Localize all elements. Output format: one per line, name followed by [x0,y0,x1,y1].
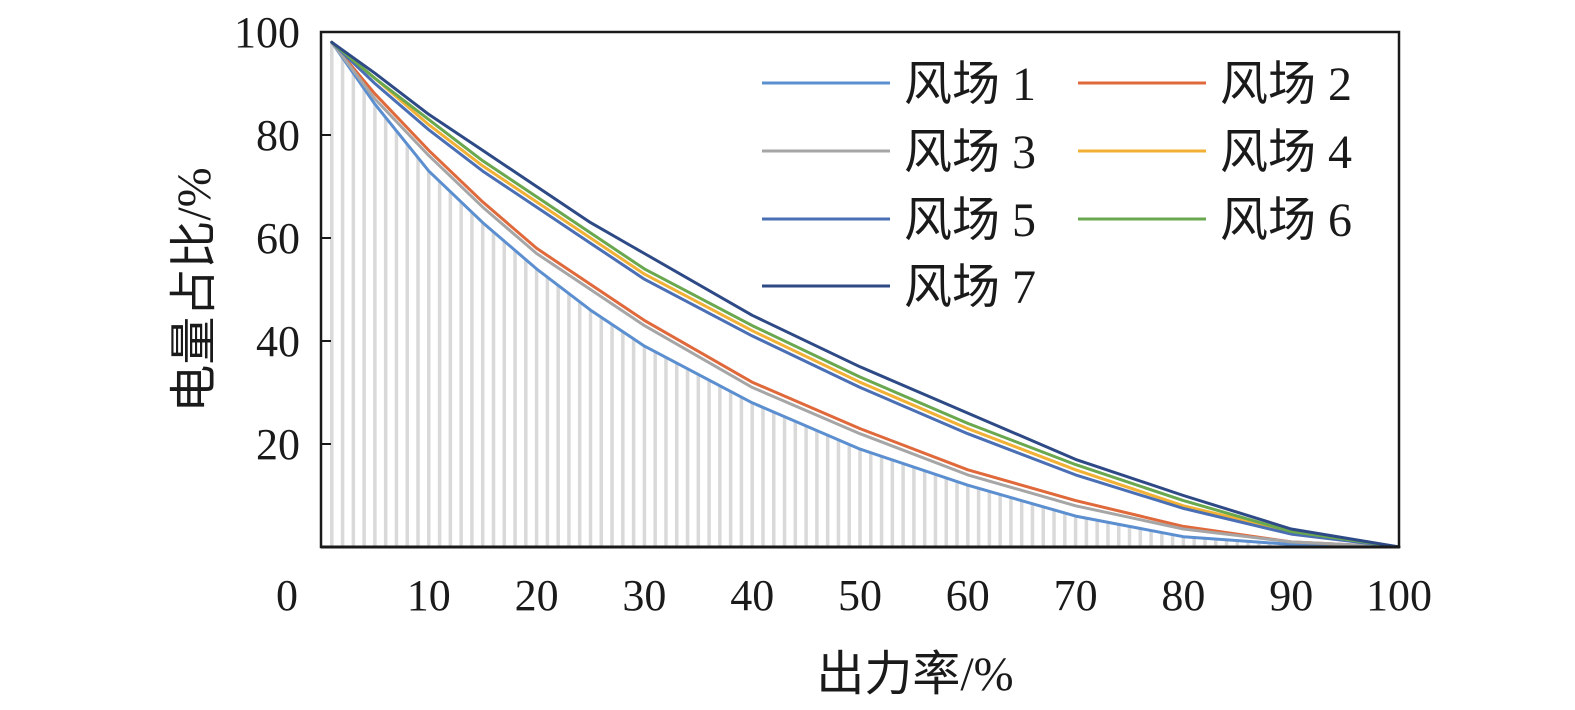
legend-label: 风场 5 [904,194,1036,247]
series-lines [330,40,1401,549]
legend-label: 风场 1 [904,58,1036,111]
y-tick-label: 40 [256,317,300,366]
legend-label: 风场 7 [904,261,1036,314]
x-tick-label: 80 [1161,571,1205,620]
y-tick-label: 20 [256,420,300,469]
background-bars [330,42,1390,547]
legend-label: 风场 6 [1220,194,1352,247]
x-axis-title: 出力率/% [816,648,1013,701]
legend-item-3: 风场 3 [762,126,1036,179]
legend-item-4: 风场 4 [1078,126,1352,179]
legend-item-5: 风场 5 [762,194,1036,247]
legend-item-7: 风场 7 [762,261,1036,314]
legend-item-6: 风场 6 [1078,194,1352,247]
series-line-3 [330,40,1401,549]
y-tick-label: 80 [256,111,300,160]
x-tick-label: 90 [1269,571,1313,620]
x-tick-label: 20 [515,571,559,620]
series-line-1 [330,40,1401,549]
y-axis-title: 电量占比/% [168,167,221,412]
x-tick-label: 10 [407,571,451,620]
y-tick-label: 100 [234,8,300,57]
y-tick-label: 60 [256,214,300,263]
legend: 风场 1 风场 2 风场 3 风场 4 风场 5 风场 6 风场 7 [762,58,1352,314]
series-line-7 [330,40,1401,549]
x-tick-label: 50 [838,571,882,620]
x-tick-label: 40 [730,571,774,620]
series-line-5 [330,40,1401,549]
y-tick-labels: 20 40 60 80 100 [234,8,331,469]
legend-label: 风场 3 [904,126,1036,179]
x-tick-label: 30 [622,571,666,620]
x-tick-label: 70 [1054,571,1098,620]
x-tick-label: 100 [1366,571,1432,620]
x-tick-label: 60 [946,571,990,620]
series-line-2 [330,40,1401,549]
series-line-6 [330,40,1401,549]
series-line-4 [330,40,1401,549]
legend-label: 风场 4 [1220,126,1352,179]
legend-item-1: 风场 1 [762,58,1036,111]
legend-label: 风场 2 [1220,58,1352,111]
x-tick-labels: 0 10 20 30 40 50 60 70 80 90 100 [276,571,1432,620]
x-tick-label: 0 [276,571,298,620]
legend-item-2: 风场 2 [1078,58,1352,111]
